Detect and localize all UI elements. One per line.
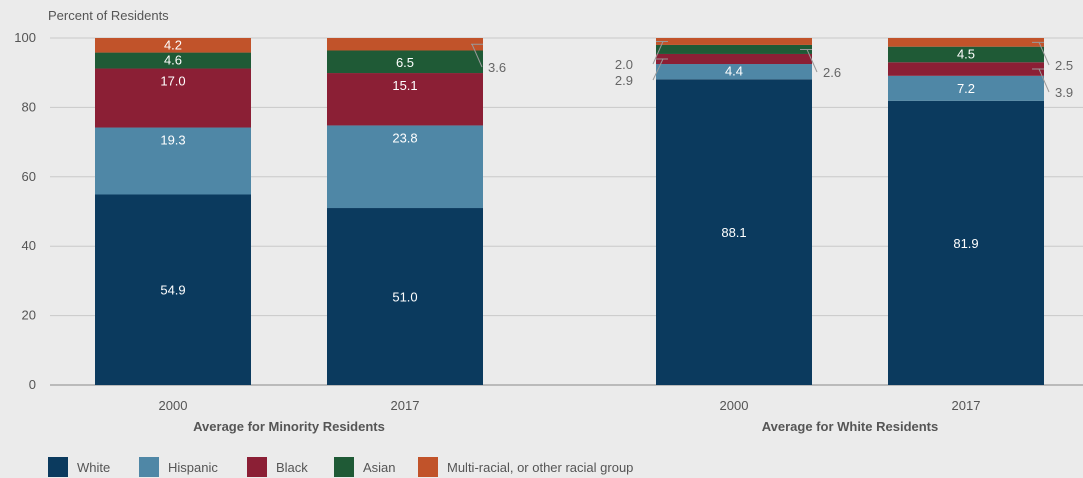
callout-label: 2.6 — [823, 65, 841, 80]
y-tick-label: 20 — [22, 308, 36, 323]
data-label: 54.9 — [160, 283, 185, 298]
callout-label: 3.6 — [488, 60, 506, 75]
group-label: Average for Minority Residents — [193, 419, 385, 434]
bar-segment-white — [327, 208, 483, 385]
y-axis-title: Percent of Residents — [48, 8, 169, 23]
legend-swatch — [334, 457, 354, 477]
bar-segment-white — [888, 100, 1044, 385]
data-label: 4.2 — [164, 37, 182, 52]
group-label: Average for White Residents — [762, 419, 939, 434]
x-tick-label: 2017 — [391, 398, 420, 413]
data-label: 4.4 — [725, 64, 743, 79]
legend: White Hispanic Black Asian Multi-racial, or … — [48, 457, 633, 477]
data-label: 4.6 — [164, 53, 182, 68]
x-axis: 2000 2017 2000 2017 Average for Minority Res… — [159, 398, 981, 434]
callout-label: 2.9 — [615, 73, 633, 88]
bar-segment-black — [656, 53, 812, 65]
x-tick-label: 2000 — [159, 398, 188, 413]
data-label: 88.1 — [721, 225, 746, 240]
callout-label: 2.5 — [1055, 58, 1073, 73]
bar-segment-black — [888, 62, 1044, 76]
y-tick-label: 40 — [22, 238, 36, 253]
data-label: 17.0 — [160, 74, 185, 89]
legend-label: Hispanic — [168, 460, 218, 475]
legend-label: White — [77, 460, 110, 475]
bars-layer: 54.9 19.3 17.0 4.64.2 51.0 23.8 15.1 6.5 88.1 4.4… — [95, 37, 1044, 385]
data-label: 19.3 — [160, 133, 185, 148]
callout-leader-line — [1032, 68, 1050, 93]
callout-leader-line — [652, 58, 668, 81]
bar-segment-multi-racial — [327, 38, 483, 51]
legend-label: Asian — [363, 460, 396, 475]
callouts-layer: 3.6 2.9 2.6 2.0 3.9 2.5 — [471, 40, 1073, 100]
y-tick-label: 0 — [29, 377, 36, 392]
bar-segment-asian — [95, 52, 251, 69]
bar-segment-hispanic — [656, 64, 812, 80]
callout-leader-line — [471, 43, 483, 68]
callout-leader-line — [800, 48, 818, 73]
legend-label: Black — [276, 460, 308, 475]
legend-swatch — [139, 457, 159, 477]
data-label: 6.5 — [396, 55, 414, 70]
bar-segment-asian — [327, 50, 483, 74]
legend-swatch — [418, 457, 438, 477]
bar-segment-hispanic — [95, 127, 251, 195]
data-label: 23.8 — [392, 130, 417, 145]
bar-segment-multi-racial — [95, 38, 251, 53]
bar-segment-asian — [656, 44, 812, 54]
callout-label: 3.9 — [1055, 85, 1073, 100]
y-tick-label: 100 — [14, 30, 36, 45]
data-label: 51.0 — [392, 290, 417, 305]
data-label: 15.1 — [392, 78, 417, 93]
y-tick-label: 60 — [22, 169, 36, 184]
bar-segment-hispanic — [327, 125, 483, 209]
legend-label: Multi-racial, or other racial group — [447, 460, 633, 475]
bar-segment-white — [656, 79, 812, 385]
bar-segment-multi-racial — [656, 38, 812, 45]
legend-swatch — [247, 457, 267, 477]
callout-leader-line — [652, 40, 668, 65]
data-label: 7.2 — [957, 81, 975, 96]
legend-swatch — [48, 457, 68, 477]
bar-segment-asian — [888, 46, 1044, 63]
bar-segment-black — [327, 73, 483, 126]
bar-segment-hispanic — [888, 75, 1044, 101]
bar-segment-black — [95, 68, 251, 128]
bar-segment-multi-racial — [888, 38, 1044, 47]
bar-segment-white — [95, 194, 251, 385]
data-label: 81.9 — [953, 236, 978, 251]
data-label: 4.5 — [957, 46, 975, 61]
callout-leader-line — [1032, 41, 1050, 66]
y-tick-label: 80 — [22, 99, 36, 114]
callout-label: 2.0 — [615, 57, 633, 72]
x-tick-label: 2000 — [720, 398, 749, 413]
x-tick-label: 2017 — [952, 398, 981, 413]
